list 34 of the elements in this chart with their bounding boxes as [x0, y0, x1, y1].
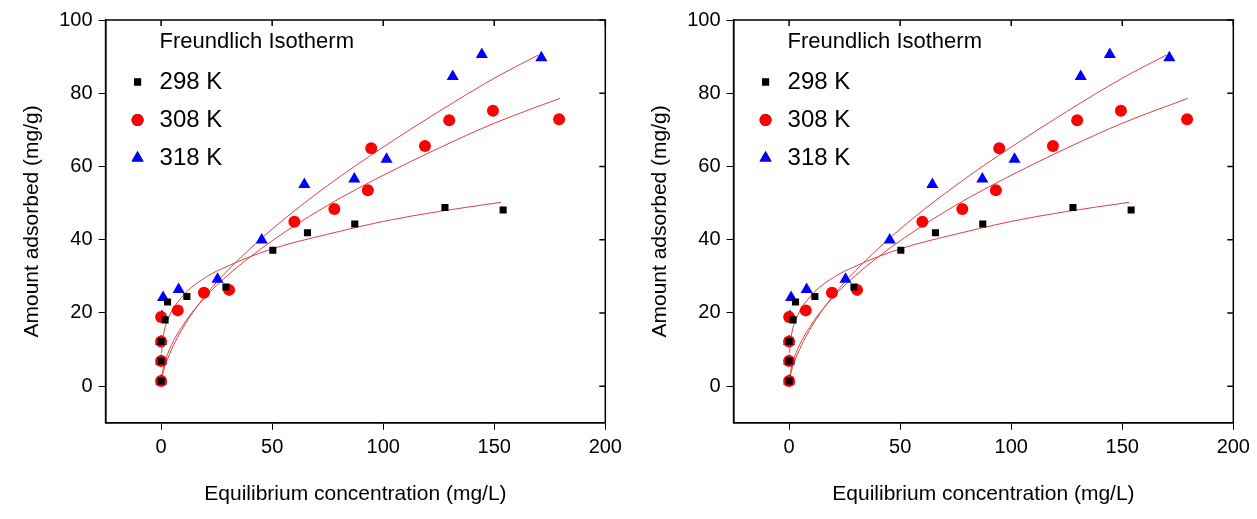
legend-label: 308 K: [159, 104, 223, 132]
y-tick-label: 0: [709, 373, 721, 396]
y-tick-label: 80: [70, 80, 93, 103]
x-tick-label: 0: [155, 435, 167, 458]
y-tick-label: 60: [70, 153, 93, 176]
legend-label: 308 K: [787, 104, 851, 132]
x-tick-label: 100: [366, 435, 400, 458]
x-tick-label: 0: [783, 435, 795, 458]
legend-title: Freundlich Isotherm: [787, 28, 982, 54]
legend-title: Freundlich Isotherm: [159, 28, 354, 54]
legend-label: 298 K: [787, 66, 851, 94]
y-axis-title: Amount adsorbed (mg/g): [647, 105, 671, 338]
x-tick-label: 150: [477, 435, 511, 458]
x-tick-label: 200: [1216, 435, 1250, 458]
legend-label: 318 K: [159, 142, 223, 170]
y-tick-label: 80: [698, 80, 721, 103]
y-tick-label: 20: [70, 300, 93, 323]
y-tick-label: 40: [698, 227, 721, 250]
y-tick-label: 0: [81, 373, 93, 396]
x-tick-label: 200: [588, 435, 622, 458]
y-tick-label: 40: [70, 227, 93, 250]
x-tick-label: 150: [1105, 435, 1139, 458]
x-tick-label: 50: [261, 435, 284, 458]
legend-label: 298 K: [159, 66, 223, 94]
y-tick-label: 60: [698, 153, 721, 176]
x-tick-label: 50: [889, 435, 912, 458]
x-axis-title: Equilibrium concentration (mg/L): [204, 481, 507, 505]
y-tick-label: 100: [59, 7, 93, 30]
y-tick-label: 20: [698, 300, 721, 323]
y-tick-label: 100: [687, 7, 721, 30]
x-axis-title: Equilibrium concentration (mg/L): [832, 481, 1135, 505]
y-axis-title: Amount adsorbed (mg/g): [19, 105, 43, 338]
legend-label: 318 K: [787, 142, 851, 170]
x-tick-label: 100: [994, 435, 1028, 458]
